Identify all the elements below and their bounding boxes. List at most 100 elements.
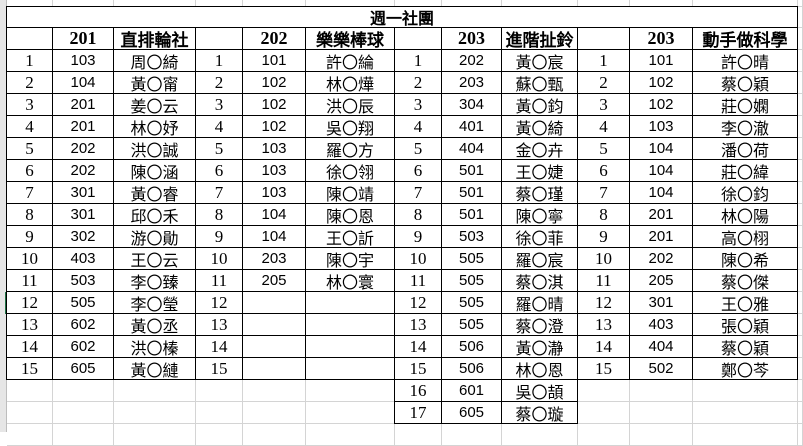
grid-cell[interactable]	[53, 402, 114, 424]
student-class[interactable]: 501	[441, 181, 502, 204]
row-number[interactable]: 11	[195, 269, 243, 292]
student-name[interactable]: 林〇恩	[501, 357, 578, 380]
student-name[interactable]: 張〇穎	[692, 313, 798, 336]
grid-cell[interactable]	[114, 380, 196, 402]
student-name[interactable]: 蔡〇穎	[692, 335, 798, 358]
student-class[interactable]: 104	[629, 181, 693, 204]
row-number[interactable]: 14	[394, 335, 442, 358]
row-number[interactable]: 13	[195, 313, 243, 336]
student-class[interactable]: 202	[52, 137, 114, 160]
grid-cell[interactable]	[196, 380, 243, 402]
student-class[interactable]: 104	[629, 137, 693, 160]
grid-cell[interactable]	[114, 424, 196, 446]
grid-cell[interactable]	[243, 424, 306, 446]
grid-cell[interactable]	[798, 358, 803, 380]
grid-cell[interactable]	[578, 380, 630, 402]
student-class[interactable]: 103	[629, 115, 693, 138]
grid-cell[interactable]	[798, 402, 803, 424]
student-class[interactable]: 102	[629, 71, 693, 94]
student-name[interactable]: 黃〇睿	[113, 181, 196, 204]
student-name[interactable]: 高〇栩	[692, 225, 798, 248]
student-name[interactable]: 黃〇宸	[501, 49, 578, 72]
student-class[interactable]: 103	[52, 49, 114, 72]
student-name[interactable]: 李〇瑩	[113, 291, 196, 314]
grid-cell[interactable]	[798, 50, 803, 72]
row-number[interactable]: 10	[6, 247, 53, 270]
grid-cell[interactable]	[53, 380, 114, 402]
grid-cell[interactable]	[306, 424, 395, 446]
grid-cell[interactable]	[114, 402, 196, 424]
student-class[interactable]: 201	[52, 115, 114, 138]
student-name[interactable]: 林〇妤	[113, 115, 196, 138]
grid-cell[interactable]	[798, 336, 803, 358]
row-number[interactable]: 9	[6, 225, 53, 248]
row-number[interactable]: 14	[195, 335, 243, 358]
header-class[interactable]: 203	[629, 27, 693, 50]
header-class[interactable]: 203	[441, 27, 502, 50]
student-class[interactable]: 202	[441, 49, 502, 72]
student-name[interactable]: 洪〇誠	[113, 137, 196, 160]
student-class[interactable]: 404	[441, 137, 502, 160]
student-class[interactable]: 301	[52, 203, 114, 226]
row-number[interactable]: 1	[6, 49, 53, 72]
student-name[interactable]: 陳〇希	[692, 247, 798, 270]
student-class[interactable]: 205	[242, 269, 306, 292]
student-name[interactable]: 陳〇恩	[305, 203, 395, 226]
row-number[interactable]: 11	[394, 269, 442, 292]
grid-cell[interactable]	[798, 292, 803, 314]
student-name[interactable]: 徐〇翎	[305, 159, 395, 182]
row-number[interactable]: 8	[6, 203, 53, 226]
student-class[interactable]: 301	[52, 181, 114, 204]
grid-cell[interactable]	[798, 424, 803, 446]
row-number[interactable]: 17	[394, 401, 442, 424]
student-name[interactable]: 蘇〇甄	[501, 71, 578, 94]
student-name[interactable]: 羅〇方	[305, 137, 395, 160]
student-class[interactable]: 101	[242, 49, 306, 72]
grid-cell[interactable]	[502, 424, 578, 446]
student-name[interactable]	[305, 335, 395, 358]
student-name[interactable]: 徐〇菲	[501, 225, 578, 248]
row-number[interactable]: 6	[394, 159, 442, 182]
header-club-name[interactable]: 直排輪社	[113, 27, 196, 50]
student-name[interactable]: 王〇婕	[501, 159, 578, 182]
row-number[interactable]: 6	[577, 159, 630, 182]
row-number[interactable]: 2	[195, 71, 243, 94]
grid-cell[interactable]	[693, 424, 798, 446]
student-name[interactable]: 陳〇涵	[113, 159, 196, 182]
student-class[interactable]: 201	[629, 225, 693, 248]
row-number[interactable]: 12	[195, 291, 243, 314]
grid-cell[interactable]	[798, 248, 803, 270]
student-name[interactable]: 金〇卉	[501, 137, 578, 160]
row-number[interactable]: 5	[195, 137, 243, 160]
student-class[interactable]: 203	[441, 71, 502, 94]
grid-cell[interactable]	[7, 424, 53, 446]
student-class[interactable]: 102	[242, 93, 306, 116]
row-number[interactable]: 7	[195, 181, 243, 204]
row-number[interactable]: 3	[6, 93, 53, 116]
student-class[interactable]	[242, 357, 306, 380]
student-class[interactable]: 203	[242, 247, 306, 270]
row-number[interactable]: 12	[577, 291, 630, 314]
row-number[interactable]: 6	[6, 159, 53, 182]
student-name[interactable]: 林〇寰	[305, 269, 395, 292]
student-name[interactable]: 黃〇瀞	[501, 335, 578, 358]
grid-cell[interactable]	[798, 138, 803, 160]
row-number[interactable]: 9	[394, 225, 442, 248]
row-number[interactable]: 5	[6, 137, 53, 160]
student-name[interactable]: 潘〇荷	[692, 137, 798, 160]
student-name[interactable]: 王〇云	[113, 247, 196, 270]
grid-cell[interactable]	[798, 314, 803, 336]
student-class[interactable]: 102	[242, 71, 306, 94]
row-number[interactable]: 8	[195, 203, 243, 226]
grid-cell[interactable]	[243, 402, 306, 424]
student-name[interactable]: 黃〇丞	[113, 313, 196, 336]
student-name[interactable]: 李〇澈	[692, 115, 798, 138]
grid-cell[interactable]	[630, 380, 693, 402]
grid-cell[interactable]	[578, 402, 630, 424]
student-name[interactable]: 姜〇云	[113, 93, 196, 116]
grid-cell[interactable]	[798, 270, 803, 292]
row-number[interactable]: 15	[577, 357, 630, 380]
student-name[interactable]: 蔡〇澄	[501, 313, 578, 336]
student-name[interactable]: 洪〇辰	[305, 93, 395, 116]
student-name[interactable]: 莊〇緯	[692, 159, 798, 182]
